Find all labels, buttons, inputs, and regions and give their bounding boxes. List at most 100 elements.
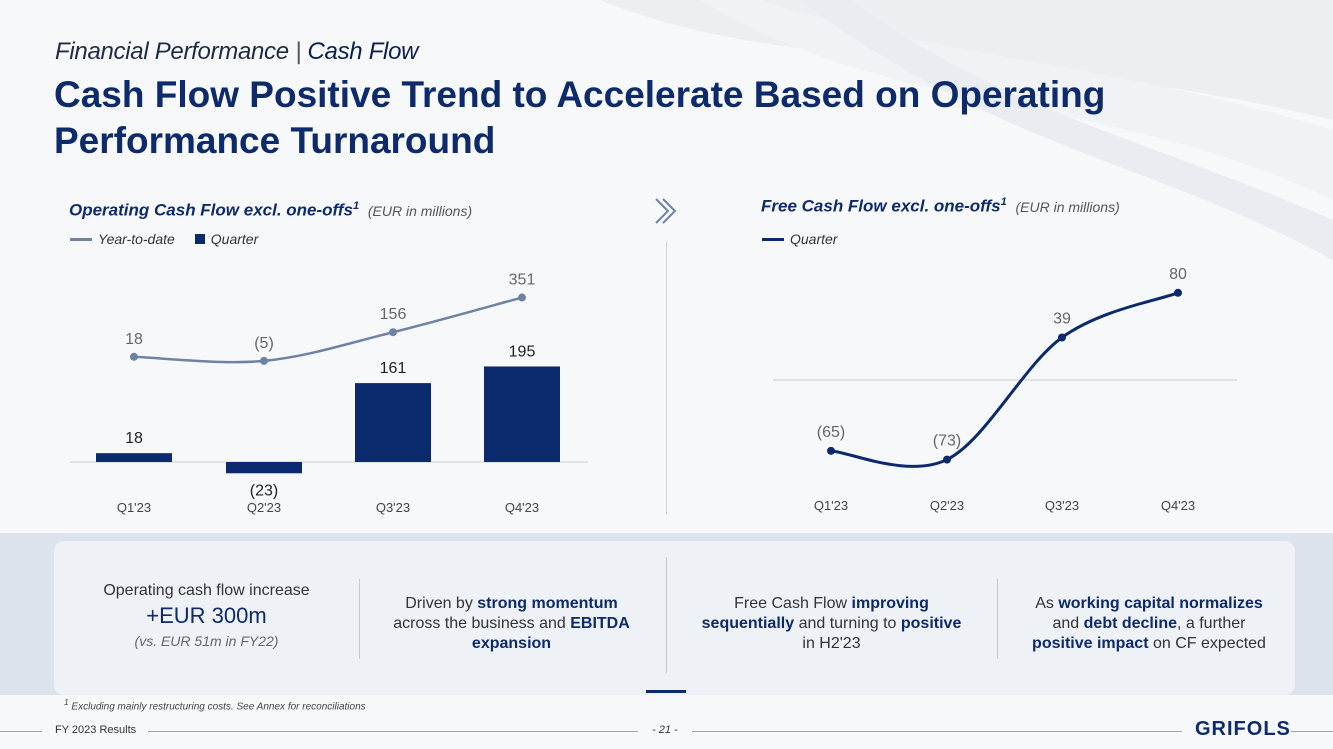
ytd-point <box>389 328 397 337</box>
right-chart-title-sup: 1 <box>1000 196 1007 208</box>
text: across the business and <box>393 615 571 632</box>
highlight-term: working capital normalizes <box>1058 595 1263 612</box>
legend-line-swatch <box>70 237 92 241</box>
right-chart-title-text: Free Cash Flow excl. one-offs <box>761 196 1001 216</box>
legend-quarter-label: Quarter <box>790 231 838 247</box>
highlight-separator <box>997 579 998 659</box>
bar-Q1'23 <box>96 453 172 462</box>
fcf-point <box>1058 333 1066 342</box>
x-tick-label: Q3'23 <box>376 500 410 515</box>
bar-label: 161 <box>380 360 407 377</box>
bar-label: (23) <box>250 482 278 499</box>
ytd-label: 18 <box>125 331 143 348</box>
x-tick-label: Q1'23 <box>814 498 848 513</box>
footer-rule <box>148 731 638 732</box>
bar-label: 18 <box>125 430 143 447</box>
text: on CF expected <box>1148 635 1266 652</box>
left-chart-title: Operating Cash Flow excl. one-offs1 (EUR… <box>69 200 472 221</box>
ytd-point <box>130 352 138 361</box>
footnote-text: Excluding mainly restructuring costs. Se… <box>71 701 366 713</box>
highlight-term: positive impact <box>1032 635 1149 652</box>
right-chart-title: Free Cash Flow excl. one-offs1 (EUR in m… <box>761 196 1120 217</box>
fcf-label: 80 <box>1169 266 1187 283</box>
text: , a further <box>1177 615 1246 632</box>
ytd-label: (5) <box>254 335 274 352</box>
breadcrumb: Financial Performance | Cash Flow <box>55 38 418 66</box>
bar-Q4'23 <box>484 366 560 462</box>
footer-rule <box>0 731 42 732</box>
highlights-panel: Operating cash flow increase +EUR 300m (… <box>54 541 1295 695</box>
ytd-point <box>518 293 526 302</box>
highlight-term: debt decline <box>1083 615 1177 632</box>
highlight-separator <box>359 579 360 659</box>
x-tick-label: Q4'23 <box>505 500 539 515</box>
footnote-sup: 1 <box>64 697 69 707</box>
right-chart-unit: (EUR in millions) <box>1015 198 1120 215</box>
highlight-ocf-increase: Operating cash flow increase +EUR 300m (… <box>74 581 339 651</box>
breadcrumb-subsection: Cash Flow <box>307 38 419 65</box>
footnote: 1 Excluding mainly restructuring costs. … <box>64 697 366 712</box>
ytd-label: 156 <box>380 306 407 323</box>
x-tick-label: Q3'23 <box>1045 498 1079 513</box>
highlight-term: expansion <box>471 635 552 652</box>
highlight-ocf-sub: (vs. EUR 51m in FY22) <box>134 633 279 649</box>
fcf-label: 39 <box>1053 310 1071 327</box>
legend-bar-swatch <box>194 234 205 244</box>
highlight-term: strong momentum <box>477 595 618 612</box>
fcf-label: (65) <box>817 424 845 441</box>
ytd-line <box>133 296 523 364</box>
x-tick-label: Q4'23 <box>1161 498 1195 513</box>
x-tick-label: Q2'23 <box>247 500 281 515</box>
highlight-term: sequentially <box>701 615 795 632</box>
fcf-point <box>943 455 951 464</box>
free-cash-flow-chart: (65) Q1'23 (73) Q2'23 39 Q3'23 80 Q4'23 <box>773 266 1237 513</box>
page-number: - 21 - <box>652 724 678 736</box>
footer-report-label: FY 2023 Results <box>55 724 137 736</box>
ytd-point <box>260 356 268 365</box>
page-title: Cash Flow Positive Trend to Accelerate B… <box>54 74 1106 161</box>
legend-ytd-label: Year-to-date <box>98 231 175 247</box>
footer-rule <box>1291 731 1333 732</box>
text: and turning to <box>794 615 901 632</box>
x-tick-label: Q1'23 <box>117 500 151 515</box>
left-chart-unit: (EUR in millions) <box>367 202 473 219</box>
left-chart-title-text: Operating Cash Flow excl. one-offs <box>69 200 354 220</box>
text: Free Cash Flow <box>734 595 852 612</box>
panel-indicator <box>646 690 686 693</box>
text: Driven by <box>405 595 478 612</box>
footer-rule <box>692 731 1182 732</box>
left-chart-legend: Year-to-date Quarter <box>70 231 258 247</box>
bar-label: 195 <box>509 343 536 360</box>
highlight-working-capital: As working capital normalizes and debt d… <box>1009 594 1289 654</box>
highlight-momentum: Driven by strong momentum across the bus… <box>374 594 649 654</box>
x-tick-label: Q2'23 <box>930 498 964 513</box>
fcf-point <box>1174 288 1182 297</box>
highlight-term: positive <box>900 615 962 632</box>
highlight-term: EBITDA <box>570 615 630 632</box>
highlight-separator <box>666 557 667 673</box>
fcf-point <box>827 446 835 455</box>
bar-Q3'23 <box>355 383 431 462</box>
breadcrumb-separator: | <box>295 38 302 65</box>
chevron-right-icon <box>655 198 677 224</box>
legend-quarter-label: Quarter <box>210 231 259 247</box>
text: in H2'23 <box>802 635 861 652</box>
ytd-label: 351 <box>509 272 536 289</box>
breadcrumb-section: Financial Performance <box>55 38 289 65</box>
highlight-ocf-big: +EUR 300m <box>146 603 267 628</box>
legend-line-swatch <box>762 237 784 241</box>
fcf-line <box>830 291 1179 468</box>
bar-Q2'23 <box>226 462 302 474</box>
fcf-label: (73) <box>933 433 961 450</box>
chart-divider <box>666 242 667 514</box>
left-chart-title-sup: 1 <box>353 200 360 212</box>
highlight-ocf-line1: Operating cash flow increase <box>103 582 310 599</box>
right-chart-legend: Quarter <box>762 231 837 247</box>
operating-cash-flow-chart: 18 Q1'23 (23)Q2'23 161 Q3'23 195 Q4'23 18 (5) 156… <box>70 272 588 515</box>
highlight-term: improving <box>851 595 929 612</box>
text: As <box>1035 595 1059 612</box>
grifols-logo: GRIFOLS <box>1195 718 1291 740</box>
text: and <box>1052 615 1084 632</box>
highlight-fcf: Free Cash Flow improving sequentially an… <box>694 594 969 654</box>
